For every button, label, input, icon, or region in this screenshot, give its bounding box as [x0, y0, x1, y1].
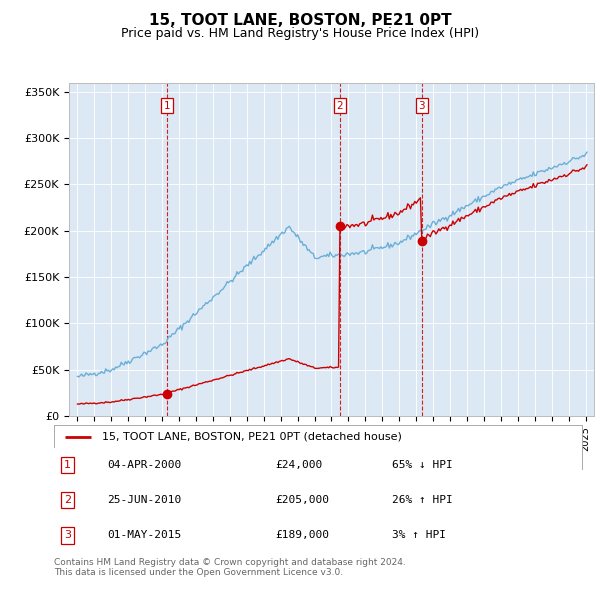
Text: 65% ↓ HPI: 65% ↓ HPI	[392, 460, 452, 470]
Text: 3% ↑ HPI: 3% ↑ HPI	[392, 530, 446, 540]
Text: HPI: Average price, detached house, Boston: HPI: Average price, detached house, Bost…	[101, 452, 346, 462]
Text: 01-MAY-2015: 01-MAY-2015	[107, 530, 181, 540]
Text: 25-JUN-2010: 25-JUN-2010	[107, 495, 181, 505]
Text: 04-APR-2000: 04-APR-2000	[107, 460, 181, 470]
Text: 1: 1	[163, 101, 170, 111]
Text: £205,000: £205,000	[276, 495, 330, 505]
Text: 1: 1	[64, 460, 71, 470]
Text: 15, TOOT LANE, BOSTON, PE21 0PT (detached house): 15, TOOT LANE, BOSTON, PE21 0PT (detache…	[101, 432, 401, 442]
Text: Contains HM Land Registry data © Crown copyright and database right 2024.
This d: Contains HM Land Registry data © Crown c…	[54, 558, 406, 577]
Text: 15, TOOT LANE, BOSTON, PE21 0PT: 15, TOOT LANE, BOSTON, PE21 0PT	[149, 13, 451, 28]
Text: 2: 2	[337, 101, 343, 111]
Text: 3: 3	[418, 101, 425, 111]
Text: 3: 3	[64, 530, 71, 540]
Text: 26% ↑ HPI: 26% ↑ HPI	[392, 495, 452, 505]
Text: £189,000: £189,000	[276, 530, 330, 540]
Text: £24,000: £24,000	[276, 460, 323, 470]
Text: 2: 2	[64, 495, 71, 505]
Text: Price paid vs. HM Land Registry's House Price Index (HPI): Price paid vs. HM Land Registry's House …	[121, 27, 479, 40]
